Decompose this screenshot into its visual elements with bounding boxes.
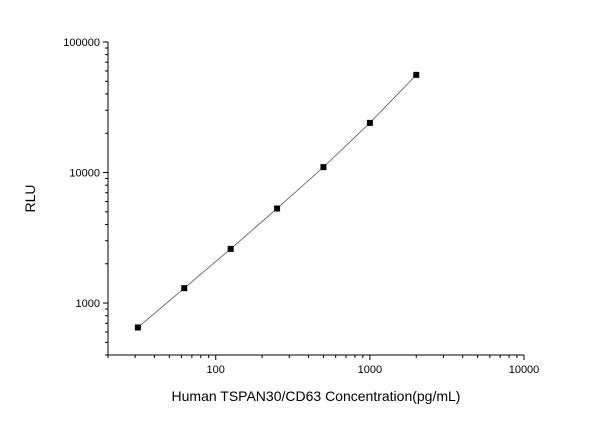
x-axis-title: Human TSPAN30/CD63 Concentration(pg/mL) [172, 388, 461, 404]
data-point [366, 119, 373, 126]
x-tick-label: 1000 [358, 364, 382, 376]
fit-curve-line [137, 74, 417, 328]
data-point [413, 71, 420, 78]
y-axis-title: RLU [22, 184, 38, 212]
y-tick-label: 1000 [76, 298, 100, 310]
data-point [274, 205, 281, 212]
data-point [134, 324, 141, 331]
data-point [181, 285, 188, 292]
data-point [320, 164, 327, 171]
x-ticks: 100 1000 10000 [107, 355, 540, 376]
axes [107, 42, 524, 356]
y-ticks: 1000 10000 100000 [63, 37, 108, 356]
y-tick-label: 100000 [63, 37, 100, 49]
x-tick-label: 100 [207, 364, 225, 376]
data-point [227, 245, 234, 252]
y-tick-label: 10000 [69, 168, 100, 180]
data-points [134, 71, 420, 331]
x-tick-label: 10000 [509, 364, 540, 376]
